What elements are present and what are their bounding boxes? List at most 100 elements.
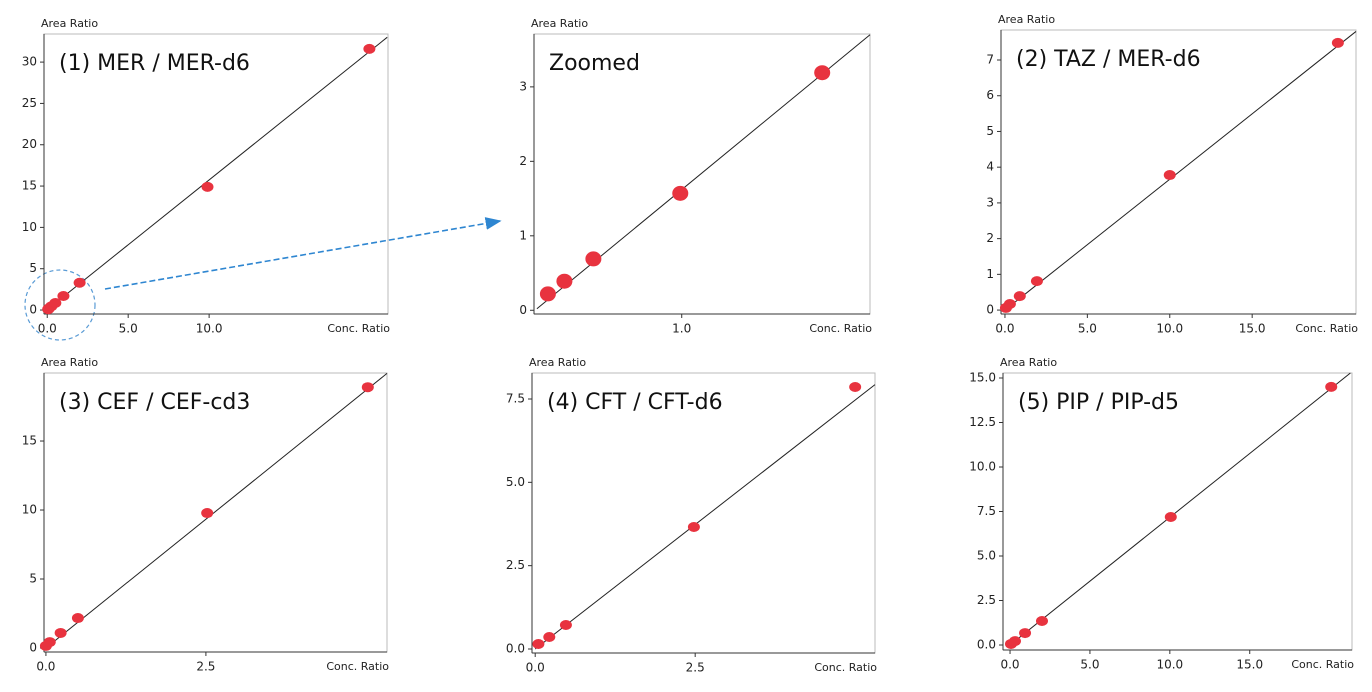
y-tick-label: 3 <box>519 79 527 93</box>
y-tick-label: 7 <box>986 53 994 67</box>
data-point <box>559 620 572 630</box>
y-tick-label: 5.0 <box>506 475 525 489</box>
y-tick-label: 15 <box>22 179 37 193</box>
fit-line <box>1009 372 1351 646</box>
zoom-circle <box>24 269 96 341</box>
x-tick-label: 2.5 <box>686 661 705 675</box>
chart-title: (2) TAZ / MER-d6 <box>1016 47 1201 72</box>
y-tick-label: 0 <box>29 640 37 654</box>
data-point <box>539 286 556 302</box>
data-point <box>1013 291 1026 302</box>
x-axis-label: Conc. Ratio <box>1291 658 1354 671</box>
data-point <box>73 277 86 288</box>
x-tick-label: 5.0 <box>1078 322 1097 336</box>
x-tick-label: 10.0 <box>1156 658 1183 672</box>
chart-title: (3) CEF / CEF-cd3 <box>59 390 250 415</box>
y-tick-label: 1 <box>519 228 527 242</box>
y-axis-label: Area Ratio <box>529 356 586 369</box>
chart-title: (4) CFT / CFT-d6 <box>547 390 723 415</box>
x-tick-label: 0.0 <box>38 322 57 336</box>
data-point <box>1163 170 1176 181</box>
y-tick-label: 10.0 <box>969 459 996 473</box>
data-point <box>1008 636 1021 647</box>
x-tick-label: 10.0 <box>1156 322 1183 336</box>
data-point <box>1003 298 1016 309</box>
data-point <box>1325 381 1338 392</box>
data-point <box>687 522 700 532</box>
x-tick-label: 0.0 <box>36 660 55 674</box>
y-axis-label: Area Ratio <box>41 356 98 369</box>
data-point <box>1019 628 1032 639</box>
data-point <box>54 627 67 638</box>
data-point <box>1030 276 1043 287</box>
y-tick-label: 7.5 <box>506 392 525 406</box>
zoom-arrow <box>104 217 502 290</box>
data-point <box>849 382 862 392</box>
x-axis-label: Conc. Ratio <box>1295 322 1358 335</box>
fit-line <box>534 384 876 650</box>
x-axis-label: Conc. Ratio <box>326 660 389 673</box>
y-tick-label: 0.0 <box>506 642 525 656</box>
data-point <box>71 613 84 624</box>
y-tick-label: 6 <box>986 88 994 102</box>
y-tick-label: 15.0 <box>969 370 996 384</box>
data-point <box>543 632 556 642</box>
y-tick-label: 1 <box>986 267 994 281</box>
y-tick-label: 0 <box>986 303 994 317</box>
y-tick-label: 30 <box>22 55 37 69</box>
data-point <box>201 181 214 192</box>
data-point <box>556 273 573 289</box>
data-point <box>1164 512 1177 523</box>
y-tick-label: 25 <box>22 96 37 110</box>
y-tick-label: 20 <box>22 137 37 151</box>
y-tick-label: 7.5 <box>977 504 996 518</box>
chart-title: (1) MER / MER-d6 <box>59 51 250 76</box>
x-tick-label: 2.5 <box>196 660 215 674</box>
data-point <box>814 65 831 81</box>
y-tick-label: 4 <box>986 160 994 174</box>
chart-title: Zoomed <box>549 51 640 76</box>
x-tick-label: 15.0 <box>1239 322 1266 336</box>
y-axis-label: Area Ratio <box>998 13 1055 26</box>
y-tick-label: 2.5 <box>506 558 525 572</box>
y-axis-label: Area Ratio <box>531 17 588 30</box>
x-tick-label: 5.0 <box>1080 658 1099 672</box>
data-point <box>361 382 374 393</box>
y-tick-label: 12.5 <box>969 415 996 429</box>
y-tick-label: 0 <box>29 303 37 317</box>
x-axis-label: Conc. Ratio <box>327 322 390 335</box>
data-point <box>1331 37 1344 48</box>
x-tick-label: 1.0 <box>672 322 691 336</box>
y-tick-label: 15 <box>22 434 37 448</box>
y-tick-label: 10 <box>22 220 37 234</box>
y-tick-label: 0.0 <box>977 638 996 652</box>
data-point <box>43 637 56 648</box>
x-tick-label: 10.0 <box>196 322 223 336</box>
chart-title: (5) PIP / PIP-d5 <box>1018 390 1179 415</box>
fit-line <box>46 36 388 311</box>
y-tick-label: 2 <box>986 231 994 245</box>
data-point <box>363 43 376 54</box>
y-tick-label: 10 <box>22 503 37 517</box>
x-tick-label: 5.0 <box>119 322 138 336</box>
x-axis-label: Conc. Ratio <box>809 322 872 335</box>
fit-line <box>1004 31 1357 311</box>
x-tick-label: 15.0 <box>1236 658 1263 672</box>
x-axis-label: Conc. Ratio <box>814 661 877 674</box>
data-point <box>672 185 689 201</box>
y-tick-label: 2.5 <box>977 593 996 607</box>
y-tick-label: 5 <box>29 572 37 586</box>
data-point <box>49 298 62 309</box>
y-axis-label: Area Ratio <box>1000 356 1057 369</box>
data-point <box>1035 615 1048 626</box>
y-tick-label: 2 <box>519 154 527 168</box>
y-tick-label: 0 <box>519 303 527 317</box>
x-tick-label: 0.0 <box>1000 658 1019 672</box>
y-tick-label: 3 <box>986 195 994 209</box>
y-tick-label: 5 <box>29 261 37 275</box>
data-point <box>201 508 214 519</box>
data-point <box>57 290 70 301</box>
data-point <box>532 639 545 649</box>
